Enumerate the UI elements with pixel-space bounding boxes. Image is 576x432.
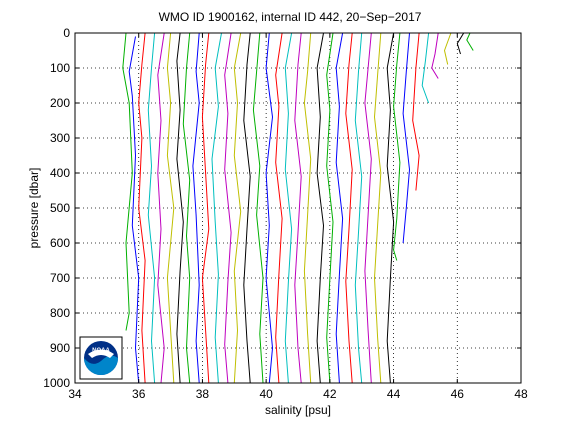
x-tick-label: 44 [387, 387, 401, 401]
logo-wave [84, 355, 118, 375]
profile-line-13 [233, 32, 242, 384]
profile-line-21 [316, 32, 325, 384]
profile-line-7 [176, 32, 184, 384]
y-tick-label: 0 [63, 26, 70, 40]
profile-line-17 [275, 32, 283, 384]
x-tick-label: 34 [68, 387, 82, 401]
x-tick-label: 48 [514, 387, 528, 401]
profile-line-11 [211, 32, 222, 384]
profile-line-9 [192, 32, 200, 384]
logo-text: NOAA [92, 348, 110, 354]
profile-line-35 [456, 32, 465, 55]
profile-line-29 [393, 32, 401, 261]
profile-line-12 [224, 32, 232, 384]
profile-line-5 [157, 32, 165, 384]
profile-line-15 [252, 32, 264, 384]
profile-line-23 [335, 32, 344, 384]
profile-line-22 [326, 32, 334, 384]
profile-line-31 [412, 32, 420, 191]
y-tick-label: 1000 [43, 376, 70, 390]
profile-line-27 [373, 32, 382, 384]
profile-line-8 [182, 32, 191, 384]
profile-line-28 [386, 32, 395, 384]
y-tick-label: 800 [50, 306, 70, 320]
profile-line-4 [147, 32, 156, 384]
profiles [122, 32, 474, 384]
profile-line-33 [431, 32, 439, 79]
logo-bird [88, 349, 114, 358]
x-tick-label: 42 [323, 387, 337, 401]
profile-line-30 [402, 32, 411, 244]
profile-line-19 [294, 32, 302, 384]
noaa-logo: NOAA [79, 336, 123, 380]
chart-title: WMO ID 1900162, internal ID 442, 20−Sep−… [159, 10, 422, 24]
x-tick-label: 40 [259, 387, 273, 401]
y-tick-labels: 0 100 200 300 400 500 600 700 800 900 1000 [43, 26, 70, 390]
y-tick-label: 400 [50, 166, 70, 180]
profile-line-24 [345, 32, 353, 384]
y-tick-label: 900 [50, 341, 70, 355]
profile-line-16 [265, 32, 274, 384]
profile-line-25 [354, 32, 363, 384]
profile-line-20 [303, 32, 312, 384]
y-tick-label: 600 [50, 236, 70, 250]
profile-line-36 [466, 32, 474, 51]
x-tick-label: 38 [196, 387, 210, 401]
profile-line-3 [138, 32, 146, 384]
y-axis-label: pressure [dbar] [27, 168, 41, 249]
axis-ticks [74, 32, 522, 384]
profile-line-10 [201, 32, 210, 384]
profile-line-1 [122, 32, 133, 331]
y-tick-label: 700 [50, 271, 70, 285]
profile-line-18 [284, 32, 293, 384]
profile-line-34 [443, 32, 452, 65]
profile-line-26 [364, 32, 372, 384]
x-axis-label: salinity [psu] [265, 403, 331, 417]
y-tick-label: 300 [50, 131, 70, 145]
profile-line-6 [166, 32, 175, 384]
x-tick-label: 36 [132, 387, 146, 401]
y-tick-label: 500 [50, 201, 70, 215]
x-tick-labels: 34 36 38 40 42 44 46 48 [68, 387, 528, 401]
y-tick-label: 100 [50, 61, 70, 75]
y-tick-label: 200 [50, 96, 70, 110]
profile-line-32 [421, 32, 430, 104]
profile-line-2 [128, 36, 140, 384]
x-tick-label: 46 [451, 387, 465, 401]
profile-line-14 [243, 32, 251, 384]
